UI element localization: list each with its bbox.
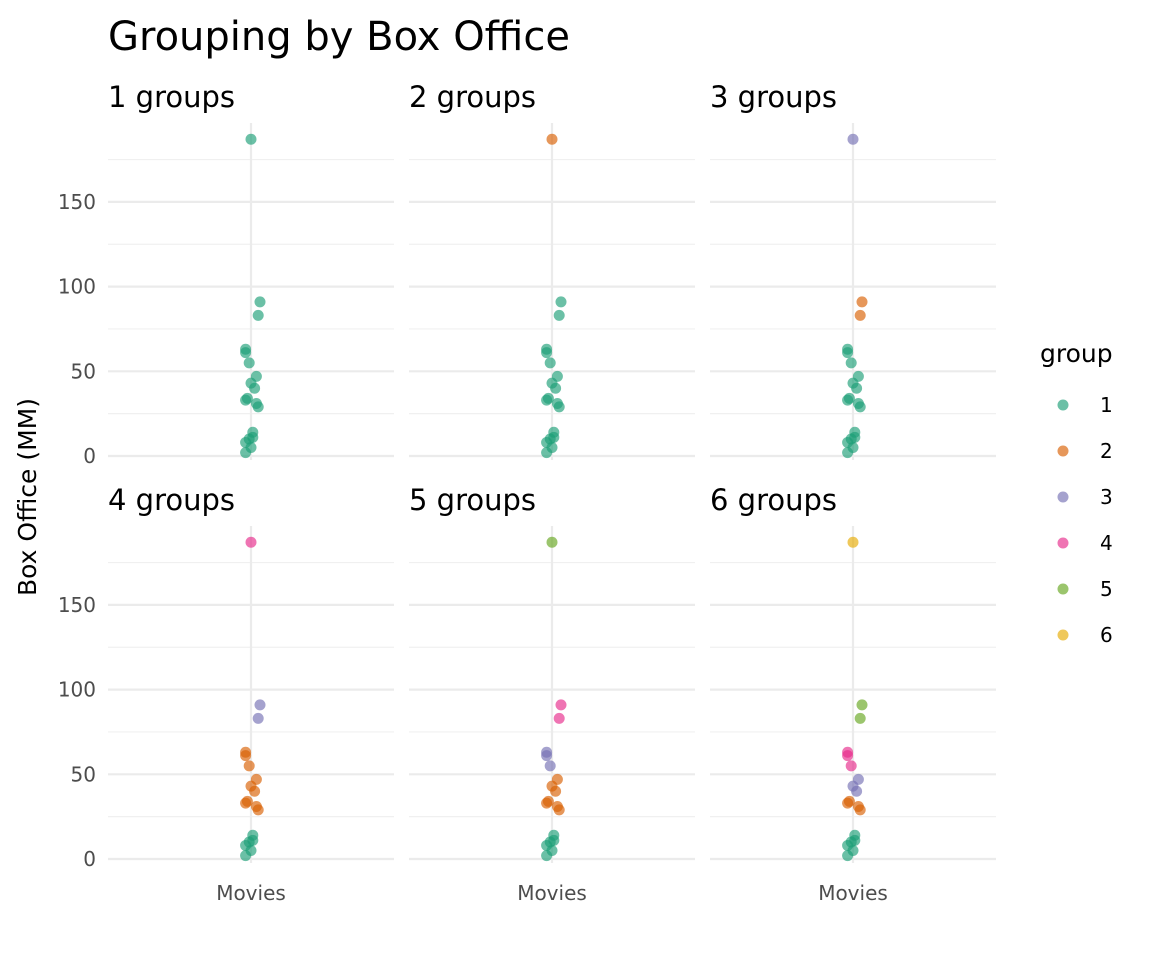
y-tick-label: 50 <box>71 359 96 383</box>
data-point <box>240 347 252 359</box>
data-point <box>249 785 261 797</box>
data-point <box>842 394 854 406</box>
y-tick-label: 100 <box>58 678 96 702</box>
y-tick-label: 150 <box>58 190 96 214</box>
legend-label-2: 2 <box>1100 439 1113 463</box>
data-point <box>550 785 562 797</box>
facet-panel-2: 2 groups <box>409 80 695 460</box>
data-point <box>854 712 866 724</box>
data-point <box>856 699 868 711</box>
data-point <box>240 750 252 762</box>
facet-panel-5: 5 groups Movies <box>409 483 695 905</box>
data-point <box>842 750 854 762</box>
legend-label-5: 5 <box>1100 577 1113 601</box>
data-point <box>544 760 556 772</box>
data-point <box>856 296 868 308</box>
data-point <box>553 804 565 816</box>
data-point <box>550 382 562 394</box>
legend-label-4: 4 <box>1100 531 1113 555</box>
data-point <box>854 804 866 816</box>
data-point <box>546 133 558 145</box>
facet-panels: 1 groups 0 50 100 150 2 groups 3 groups 4 group… <box>58 80 996 905</box>
legend: group 1 2 3 4 5 6 <box>1040 339 1113 647</box>
data-point <box>541 850 553 862</box>
data-point <box>555 699 567 711</box>
y-tick-label: 0 <box>83 444 96 468</box>
y-tick-label: 150 <box>58 593 96 617</box>
data-point <box>842 797 854 809</box>
legend-key-4 <box>1057 537 1069 549</box>
facet-strip-label: 2 groups <box>409 80 536 114</box>
legend-title: group <box>1040 339 1113 368</box>
data-point <box>851 382 863 394</box>
facet-panel-1: 1 groups 0 50 100 150 <box>58 80 394 468</box>
data-point <box>842 347 854 359</box>
data-point <box>541 797 553 809</box>
y-tick-label: 0 <box>83 847 96 871</box>
data-point <box>254 296 266 308</box>
legend-key-3 <box>1057 491 1069 503</box>
data-point <box>252 712 264 724</box>
data-point <box>541 394 553 406</box>
facet-panel-4: 4 groups 0 50 100 150 Movies <box>58 483 394 905</box>
data-point <box>541 447 553 459</box>
data-point <box>240 797 252 809</box>
x-tick-label: Movies <box>818 881 888 905</box>
data-point <box>245 536 257 548</box>
data-point <box>851 785 863 797</box>
data-point <box>240 850 252 862</box>
chart-title: Grouping by Box Office <box>108 14 570 60</box>
data-point <box>541 750 553 762</box>
legend-key-2 <box>1057 445 1069 457</box>
data-point <box>252 804 264 816</box>
legend-key-5 <box>1057 583 1069 595</box>
data-point <box>845 357 857 369</box>
data-point <box>553 712 565 724</box>
data-point <box>845 760 857 772</box>
legend-label-6: 6 <box>1100 623 1113 647</box>
data-point <box>240 447 252 459</box>
facet-strip-label: 3 groups <box>710 80 837 114</box>
data-point <box>546 536 558 548</box>
data-point <box>553 309 565 321</box>
data-point <box>252 401 264 413</box>
data-point <box>854 401 866 413</box>
legend-label-3: 3 <box>1100 485 1113 509</box>
facet-strip-label: 4 groups <box>108 483 235 517</box>
data-point <box>240 394 252 406</box>
facet-panel-6: 6 groups Movies <box>710 483 996 905</box>
data-point <box>544 357 556 369</box>
facet-strip-label: 5 groups <box>409 483 536 517</box>
data-point <box>842 447 854 459</box>
data-point <box>252 309 264 321</box>
facet-strip-label: 6 groups <box>710 483 837 517</box>
y-tick-label: 50 <box>71 762 96 786</box>
data-point <box>243 357 255 369</box>
x-tick-label: Movies <box>216 881 286 905</box>
data-point <box>245 133 257 145</box>
data-point <box>847 133 859 145</box>
data-point <box>249 382 261 394</box>
data-point <box>541 347 553 359</box>
data-point <box>555 296 567 308</box>
x-tick-label: Movies <box>517 881 587 905</box>
data-point <box>243 760 255 772</box>
data-point <box>847 536 859 548</box>
y-tick-label: 100 <box>58 275 96 299</box>
legend-key-6 <box>1057 629 1069 641</box>
data-point <box>854 309 866 321</box>
legend-key-1 <box>1057 399 1069 411</box>
data-point <box>553 401 565 413</box>
data-point <box>842 850 854 862</box>
y-axis-title: Box Office (MM) <box>13 398 42 596</box>
facet-strip-label: 1 groups <box>108 80 235 114</box>
facet-panel-3: 3 groups <box>710 80 996 460</box>
legend-label-1: 1 <box>1100 393 1113 417</box>
data-point <box>254 699 266 711</box>
